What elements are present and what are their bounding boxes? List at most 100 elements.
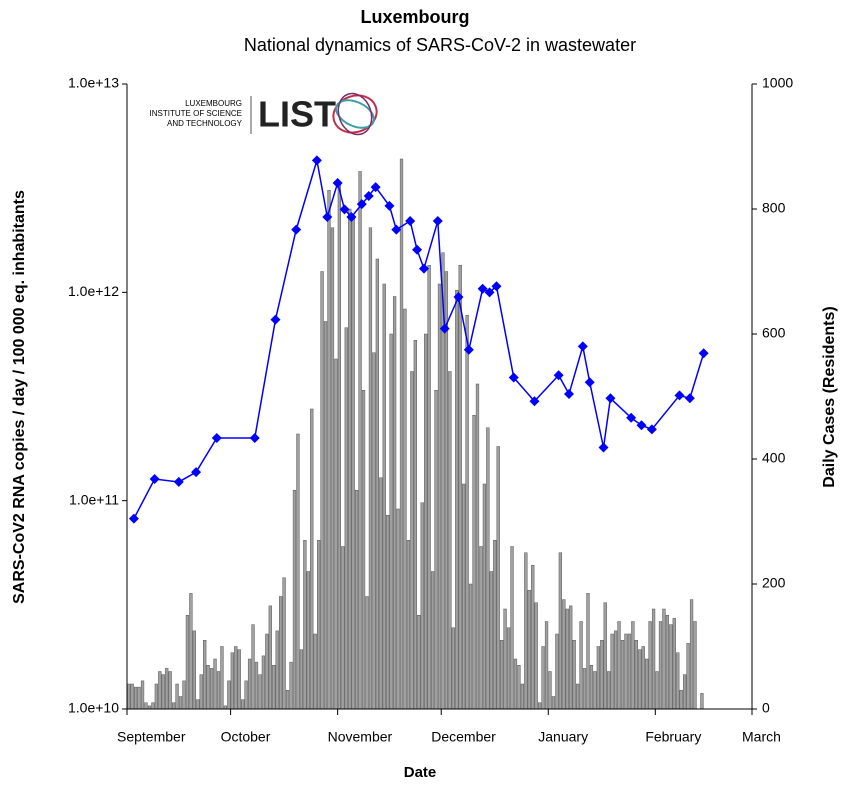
- bar: [634, 640, 638, 710]
- logo-icon: [337, 92, 373, 136]
- bar: [538, 702, 542, 710]
- bar: [510, 546, 514, 710]
- bar: [299, 649, 304, 710]
- y2-tick-label: 400: [762, 450, 786, 466]
- bar: [693, 621, 697, 710]
- line-marker: [439, 323, 450, 334]
- bar: [234, 646, 238, 710]
- bar: [686, 643, 690, 710]
- bar: [251, 624, 255, 710]
- bar: [196, 699, 200, 710]
- bar: [569, 605, 573, 710]
- bar: [631, 621, 635, 710]
- bar: [330, 227, 335, 710]
- line-marker: [698, 348, 709, 359]
- bar: [372, 352, 376, 710]
- bar: [165, 668, 169, 710]
- bar: [272, 665, 276, 710]
- bar: [655, 671, 659, 710]
- bar: [575, 683, 580, 710]
- bar: [158, 671, 162, 710]
- line-marker: [405, 215, 416, 226]
- bar: [230, 652, 234, 710]
- line-marker: [432, 215, 443, 226]
- line-marker: [636, 420, 647, 431]
- bar: [506, 627, 511, 710]
- bar: [624, 633, 628, 710]
- bar: [572, 640, 576, 710]
- bar: [527, 590, 531, 710]
- bar: [451, 627, 455, 710]
- bar: [189, 593, 193, 710]
- bar: [482, 483, 487, 710]
- bar: [403, 308, 407, 710]
- bar: [638, 649, 642, 710]
- bar: [227, 680, 231, 710]
- bar: [161, 674, 165, 710]
- bar: [589, 665, 594, 710]
- line-marker: [646, 424, 657, 435]
- y2-tick-label: 0: [762, 700, 770, 716]
- bar: [254, 661, 259, 710]
- line-marker: [674, 390, 685, 401]
- bar: [213, 658, 217, 710]
- line-marker: [508, 372, 519, 383]
- bar: [389, 333, 393, 710]
- bar: [220, 646, 224, 710]
- bar: [603, 602, 607, 710]
- bar: [531, 565, 535, 710]
- bar: [582, 668, 587, 710]
- bar: [241, 699, 245, 710]
- bar: [548, 671, 552, 710]
- line-marker: [339, 204, 350, 215]
- bar: [386, 515, 390, 710]
- line-marker: [384, 200, 395, 211]
- bar: [289, 661, 293, 710]
- bar: [320, 271, 324, 710]
- bar: [368, 227, 373, 710]
- line-marker: [605, 393, 616, 404]
- bar: [361, 390, 366, 710]
- bar: [406, 540, 411, 710]
- line-marker: [291, 224, 302, 235]
- bar: [154, 683, 158, 710]
- bar: [137, 686, 141, 710]
- bar: [555, 633, 559, 710]
- bar: [151, 702, 155, 710]
- x-axis-label: Date: [404, 764, 437, 781]
- line-marker: [128, 513, 139, 524]
- bar: [279, 596, 283, 710]
- line-marker: [363, 191, 374, 202]
- bar: [562, 599, 566, 710]
- bar: [354, 490, 359, 710]
- bar: [313, 633, 317, 710]
- line-marker: [173, 476, 184, 487]
- bar: [348, 208, 352, 710]
- bar: [524, 552, 528, 710]
- bar: [317, 540, 321, 710]
- line-marker: [584, 377, 595, 388]
- bar: [334, 358, 338, 710]
- bar: [203, 640, 207, 710]
- bar: [341, 546, 345, 710]
- bar: [244, 680, 248, 710]
- bar: [382, 283, 386, 710]
- line-marker: [484, 287, 495, 298]
- bar: [427, 265, 431, 710]
- line: [133, 160, 705, 519]
- bar: [399, 158, 404, 710]
- bar: [651, 608, 656, 710]
- bar: [282, 577, 286, 710]
- x-tick-label: March: [742, 729, 781, 745]
- line-marker: [370, 182, 381, 193]
- bar: [171, 702, 176, 710]
- bar: [127, 683, 131, 710]
- bar: [306, 571, 310, 710]
- bar: [413, 340, 417, 710]
- line-marker: [356, 199, 367, 210]
- line-marker: [418, 263, 429, 274]
- bar: [168, 671, 172, 710]
- bar: [676, 652, 680, 710]
- y-tick-label: 1.0e+11: [69, 491, 119, 507]
- bar: [662, 608, 666, 710]
